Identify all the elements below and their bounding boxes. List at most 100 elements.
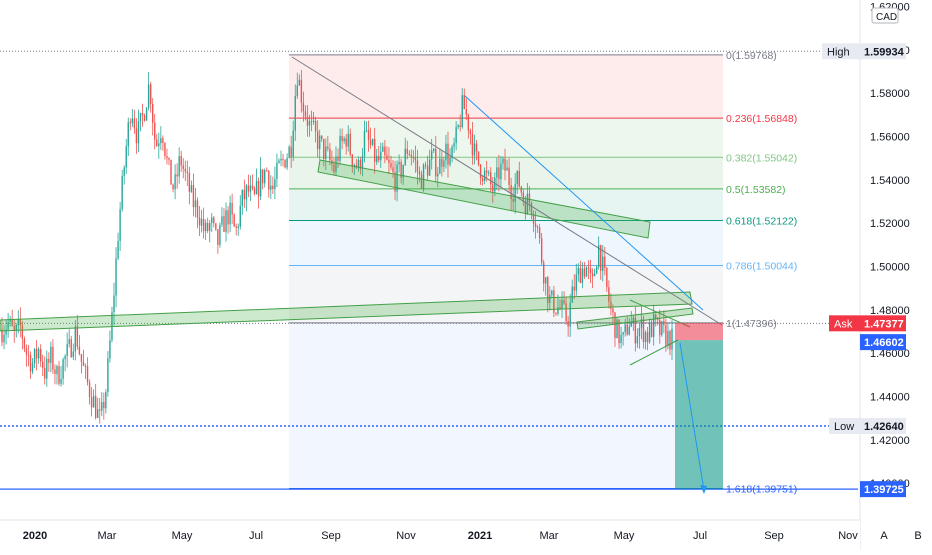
candle-body [657, 318, 659, 320]
candle-body [640, 319, 643, 329]
candle-body [483, 170, 486, 181]
candle-body [119, 209, 121, 241]
candle-body [380, 151, 382, 161]
candle-body [655, 314, 657, 319]
price-badge-value: 1.59934 [864, 46, 905, 58]
candle-body [443, 160, 445, 167]
candle-body [345, 138, 347, 147]
candle-body [449, 157, 451, 165]
candle-body [577, 268, 580, 275]
price-tick-label: 1.48000 [870, 305, 910, 317]
candle-body [321, 135, 323, 139]
fib-zone [289, 157, 723, 189]
candle-body [665, 325, 667, 346]
candle-body [404, 148, 406, 165]
candle-body [402, 164, 404, 178]
price-badge-value: 1.46602 [864, 337, 904, 349]
candle-body [239, 205, 241, 227]
candle-body [430, 150, 433, 160]
candle-body [626, 324, 628, 335]
log-scale-button[interactable]: B [914, 530, 921, 542]
candle-body [500, 163, 502, 180]
candle-body [514, 184, 516, 202]
price-tick-label: 1.50000 [870, 262, 910, 274]
candle-body [410, 154, 413, 158]
candle-body [382, 146, 384, 152]
candle-body [573, 286, 575, 291]
candle-body [406, 148, 408, 154]
candle-body [219, 224, 221, 245]
auto-scale-button[interactable]: A [880, 530, 888, 542]
candle-body [209, 223, 211, 231]
candle-body [459, 125, 461, 128]
price-badge-value: 1.47377 [864, 318, 904, 330]
candle-body [648, 323, 651, 343]
candle-body [386, 155, 388, 160]
candle-body [426, 165, 429, 176]
candle-body [215, 223, 217, 230]
candle-body [62, 359, 64, 379]
candle-body [302, 102, 305, 112]
candle-body [64, 355, 66, 360]
candle-body [174, 174, 176, 190]
candle-body [170, 159, 172, 185]
candle-body [608, 287, 610, 302]
time-tick-label: 2021 [468, 530, 492, 542]
candle-body [341, 136, 343, 142]
time-tick-label: May [172, 530, 193, 542]
candle-body [52, 346, 54, 370]
candle-body [286, 157, 288, 168]
price-badge-label: Low [834, 421, 854, 433]
candle-body [221, 216, 223, 225]
candle-body [587, 267, 590, 269]
candle-body [416, 160, 419, 172]
candle-body [392, 167, 394, 173]
candle-body [612, 308, 614, 313]
candle-body [272, 185, 274, 190]
candle-body [184, 168, 186, 172]
candle-body [107, 358, 109, 393]
candle-body [339, 136, 341, 161]
candle-body [595, 266, 598, 274]
candle-body [325, 146, 327, 160]
triangle-lower [629, 339, 679, 366]
candle-body [29, 355, 32, 372]
candle-body [33, 348, 36, 364]
candle-body [276, 162, 278, 180]
candle-body [213, 217, 215, 224]
candle-body [296, 85, 298, 97]
fib-level-label: 0.5(1.53582) [726, 184, 786, 196]
candle-body [7, 321, 9, 330]
candle-body [274, 179, 276, 190]
price-tick-label: 1.44000 [870, 392, 910, 404]
candle-body [329, 148, 331, 161]
candle-body [663, 321, 665, 326]
candle-body [25, 348, 28, 355]
triangle-upper [629, 299, 691, 328]
currency-label: CAD [876, 12, 897, 23]
background-layer [0, 50, 858, 490]
price-badge-label-bg [822, 43, 860, 60]
candle-body [257, 180, 260, 197]
candle-body [547, 277, 549, 303]
candle-body [154, 122, 156, 140]
candle-body [551, 290, 553, 296]
candle-body [58, 366, 60, 384]
candle-body [94, 395, 97, 418]
candles-layer [1, 70, 673, 424]
fib-level-label: 0(1.59768) [726, 50, 777, 62]
candle-body [597, 245, 600, 267]
candle-body [502, 158, 504, 164]
candle-body [445, 143, 447, 161]
price-badge-value: 1.39725 [864, 484, 904, 496]
candle-body [561, 300, 563, 309]
time-tick-label: Sep [321, 530, 341, 542]
candle-body [192, 185, 195, 208]
candle-body [369, 140, 372, 145]
candle-body [652, 314, 655, 337]
candle-body [569, 302, 571, 327]
candle-body [245, 185, 248, 200]
candle-body [99, 409, 101, 411]
